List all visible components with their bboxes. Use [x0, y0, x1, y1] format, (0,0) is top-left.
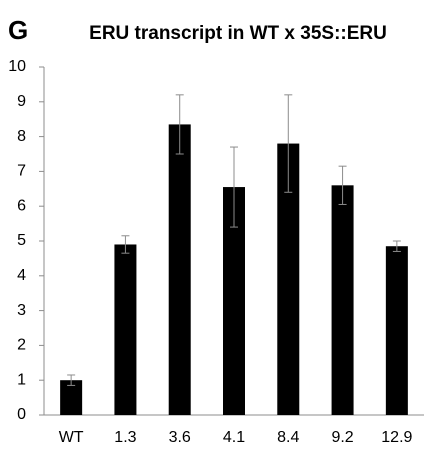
error-bar: [392, 240, 401, 252]
error-bar: [338, 165, 347, 205]
error-bar: [67, 374, 76, 386]
y-tick-label: 3: [17, 302, 26, 319]
x-tick-label: 8.4: [277, 429, 299, 446]
error-bar: [175, 94, 184, 155]
y-tick-label: 4: [17, 267, 26, 284]
error-bar: [230, 146, 238, 228]
x-tick-label: 3.6: [169, 429, 191, 446]
bar: [385, 246, 408, 415]
bar: [223, 187, 245, 415]
error-bar: [121, 235, 130, 254]
y-tick-label: 9: [17, 93, 26, 110]
x-tick-label: 9.2: [331, 429, 353, 446]
y-tick-label: 10: [8, 58, 26, 75]
bar: [277, 143, 300, 415]
x-tick-label: 4.1: [223, 429, 245, 446]
panel-label: G: [8, 15, 28, 45]
y-tick-label: 7: [17, 163, 26, 180]
y-tick-label: 0: [17, 406, 26, 423]
x-tick-label: 1.3: [114, 429, 136, 446]
y-tick-label: 1: [17, 371, 26, 388]
x-tick-label: 12.9: [381, 429, 412, 446]
bar: [168, 124, 191, 416]
y-tick-label: 2: [17, 337, 26, 354]
bar: [114, 244, 137, 415]
bar: [60, 380, 83, 415]
bar: [331, 185, 354, 415]
x-tick-label: WT: [59, 429, 84, 446]
y-tick-label: 6: [17, 197, 26, 214]
y-tick-label: 5: [17, 232, 26, 249]
y-tick-label: 8: [17, 128, 26, 145]
error-bar: [284, 94, 293, 193]
chart-title: ERU transcript in WT x 35S::ERU: [89, 23, 387, 44]
